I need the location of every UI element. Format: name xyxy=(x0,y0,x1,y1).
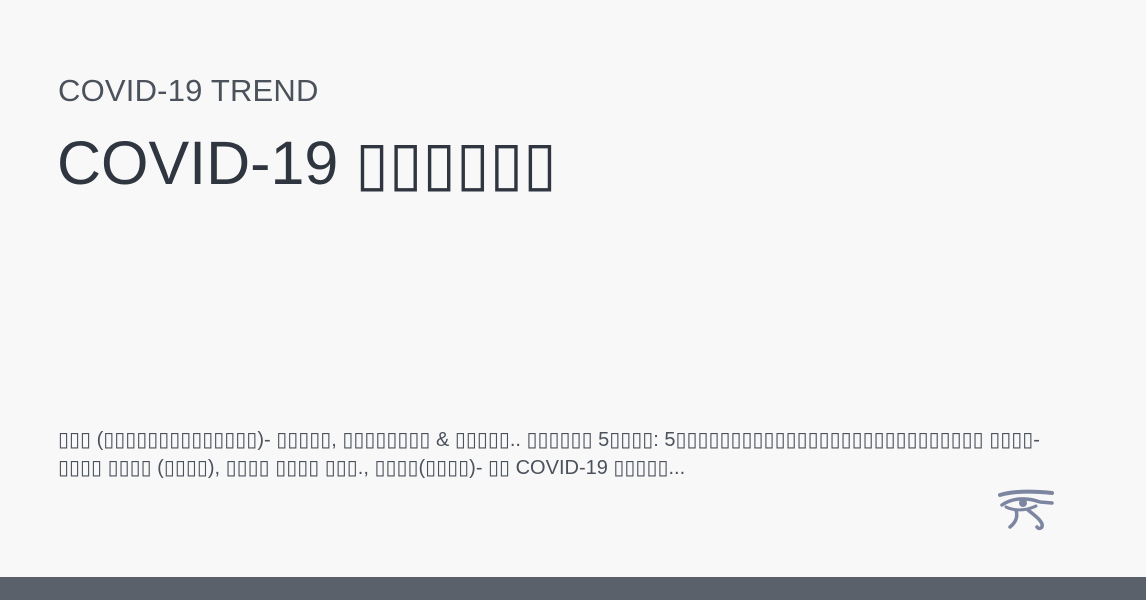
page-title: COVID-19 ▯▯▯▯▯▯ xyxy=(57,129,557,197)
summary-text: ▯▯▯ (▯▯▯▯▯▯▯▯▯▯▯▯▯▯)- ▯▯▯▯▯, ▯▯▯▯▯▯▯▯ & … xyxy=(58,429,1040,479)
eye-of-horus-icon xyxy=(996,489,1056,533)
footer-bar xyxy=(0,577,1146,600)
eyebrow-label: COVID-19 TREND xyxy=(58,73,319,108)
preview-card: COVID-19 TREND COVID-19 ▯▯▯▯▯▯ ▯▯▯ (▯▯▯▯… xyxy=(57,73,1056,533)
